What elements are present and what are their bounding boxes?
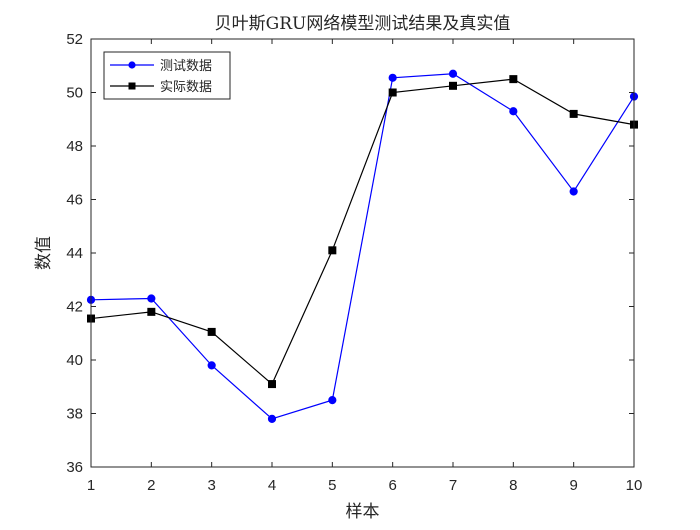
y-tick-label: 36: [66, 459, 83, 476]
x-tick-label: 4: [268, 477, 276, 494]
data-point: [268, 380, 276, 389]
x-tick-label: 7: [449, 477, 457, 494]
legend-marker: [128, 82, 136, 90]
series-layer: [86, 69, 639, 423]
y-tick-label: 46: [66, 192, 83, 209]
data-point: [569, 109, 578, 118]
data-point: [147, 307, 156, 316]
data-point: [328, 246, 337, 255]
series-line: [90, 78, 635, 386]
data-point: [509, 75, 518, 84]
data-point: [147, 294, 156, 303]
legend-box: [103, 51, 231, 100]
data-point: [328, 396, 337, 405]
plot-area: [91, 39, 634, 467]
legend-entry-1: 测试数据: [110, 59, 212, 74]
data-point: [388, 73, 397, 82]
legend-label: 实际数据: [160, 80, 212, 95]
legend-entry-2: 实际数据: [110, 80, 212, 95]
series-line: [90, 73, 635, 420]
y-tick-label: 42: [66, 299, 83, 316]
x-tick-label: 5: [328, 477, 336, 494]
x-tick-label: 1: [87, 477, 95, 494]
x-tick-label: 3: [207, 477, 215, 494]
y-tick-label: 40: [66, 352, 83, 369]
data-point: [207, 361, 216, 370]
y-axis-label: 数值: [34, 236, 54, 270]
y-tick-label: 44: [66, 245, 83, 262]
ticks-layer: 1 2 3 4 5 6 7 8 9 10 36 38 40 42 44 46 48 50 52: [66, 31, 642, 494]
data-point: [267, 414, 277, 423]
x-tick-label: 2: [147, 477, 155, 494]
y-tick-label: 48: [66, 138, 83, 155]
data-point: [448, 69, 458, 78]
x-tick-label: 6: [388, 477, 396, 494]
legend-marker: [128, 61, 136, 69]
data-point: [388, 88, 397, 97]
data-point: [207, 327, 216, 336]
series-2: [87, 75, 638, 389]
x-axis-label: 样本: [346, 502, 380, 522]
data-point: [449, 81, 457, 90]
legend-label: 测试数据: [160, 59, 212, 74]
chart-title: 贝叶斯GRU网络模型测试结果及真实值: [215, 14, 511, 34]
x-tick-label: 8: [509, 477, 517, 494]
data-point: [509, 107, 518, 116]
data-point: [569, 187, 578, 196]
x-tick-label: 10: [626, 477, 643, 494]
y-tick-label: 50: [66, 85, 83, 102]
x-tick-label: 9: [569, 477, 577, 494]
series-1: [86, 69, 639, 423]
y-tick-label: 52: [66, 31, 83, 48]
y-tick-label: 38: [66, 406, 83, 423]
